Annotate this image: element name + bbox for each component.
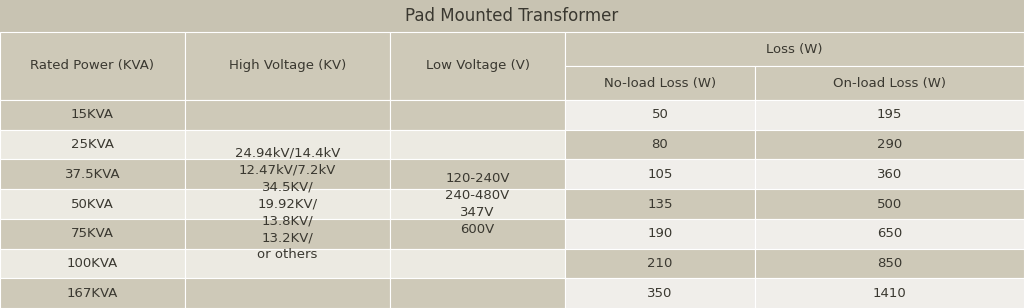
Text: Loss (W): Loss (W) — [766, 43, 822, 55]
Bar — [755, 130, 1024, 160]
Text: High Voltage (KV): High Voltage (KV) — [229, 59, 346, 72]
Bar — [0, 219, 185, 249]
Bar — [565, 66, 755, 100]
Text: On-load Loss (W): On-load Loss (W) — [833, 76, 946, 90]
Text: 25KVA: 25KVA — [71, 138, 114, 151]
Bar — [185, 100, 390, 130]
Bar — [565, 249, 755, 278]
Text: 167KVA: 167KVA — [67, 287, 118, 300]
Bar — [185, 32, 390, 100]
Bar — [0, 189, 185, 219]
Text: 80: 80 — [651, 138, 669, 151]
Text: 350: 350 — [647, 287, 673, 300]
Text: 105: 105 — [647, 168, 673, 181]
Text: 135: 135 — [647, 197, 673, 210]
Bar — [755, 66, 1024, 100]
Text: 50: 50 — [651, 108, 669, 121]
Bar — [390, 278, 565, 308]
Text: 1410: 1410 — [872, 287, 906, 300]
Bar — [390, 249, 565, 278]
Text: No-load Loss (W): No-load Loss (W) — [604, 76, 716, 90]
Bar — [0, 32, 185, 100]
Text: 360: 360 — [877, 168, 902, 181]
Text: 190: 190 — [647, 227, 673, 240]
Text: 500: 500 — [877, 197, 902, 210]
Bar — [390, 189, 565, 219]
Text: Pad Mounted Transformer: Pad Mounted Transformer — [406, 7, 618, 25]
Text: 37.5KVA: 37.5KVA — [65, 168, 120, 181]
Text: 50KVA: 50KVA — [71, 197, 114, 210]
Text: 15KVA: 15KVA — [71, 108, 114, 121]
Bar — [0, 278, 185, 308]
Bar — [565, 130, 755, 160]
Bar — [0, 249, 185, 278]
Text: 290: 290 — [877, 138, 902, 151]
Text: Rated Power (KVA): Rated Power (KVA) — [31, 59, 155, 72]
Bar — [185, 249, 390, 278]
Bar — [565, 278, 755, 308]
Bar — [755, 219, 1024, 249]
Text: 195: 195 — [877, 108, 902, 121]
Bar — [0, 0, 1024, 32]
Bar — [0, 130, 185, 160]
Bar — [390, 130, 565, 160]
Bar — [0, 160, 185, 189]
Bar — [185, 278, 390, 308]
Text: 24.94kV/14.4kV
12.47kV/7.2kV
34.5KV/
19.92KV/
13.8KV/
13.2KV/
or others: 24.94kV/14.4kV 12.47kV/7.2kV 34.5KV/ 19.… — [234, 147, 340, 261]
Bar — [390, 219, 565, 249]
Bar — [185, 219, 390, 249]
Text: 650: 650 — [877, 227, 902, 240]
Bar — [390, 160, 565, 189]
Text: Low Voltage (V): Low Voltage (V) — [426, 59, 529, 72]
Text: 75KVA: 75KVA — [71, 227, 114, 240]
Bar — [0, 100, 185, 130]
Text: 100KVA: 100KVA — [67, 257, 118, 270]
Bar — [755, 278, 1024, 308]
Text: 210: 210 — [647, 257, 673, 270]
Bar — [755, 189, 1024, 219]
Bar — [565, 32, 1024, 66]
Bar — [390, 100, 565, 130]
Bar — [565, 100, 755, 130]
Bar — [565, 160, 755, 189]
Bar — [755, 249, 1024, 278]
Bar — [565, 189, 755, 219]
Text: 850: 850 — [877, 257, 902, 270]
Bar — [185, 189, 390, 219]
Bar — [185, 130, 390, 160]
Bar — [185, 160, 390, 189]
Bar — [755, 100, 1024, 130]
Text: 120-240V
240-480V
347V
600V: 120-240V 240-480V 347V 600V — [445, 172, 510, 236]
Bar — [565, 219, 755, 249]
Bar — [755, 160, 1024, 189]
Bar — [390, 32, 565, 100]
